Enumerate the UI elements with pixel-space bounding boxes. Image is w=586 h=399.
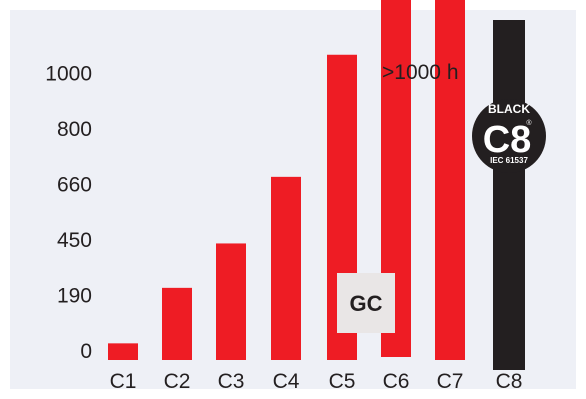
gc-label: GC xyxy=(350,291,383,316)
y-tick-label-800: 800 xyxy=(57,118,92,141)
badge-top-text: BLACK xyxy=(488,102,530,116)
x-tick-label-c7: C7 xyxy=(437,370,464,393)
x-tick-label-c3: C3 xyxy=(218,370,245,393)
y-tick-label-450: 450 xyxy=(57,229,92,252)
x-tick-label-c4: C4 xyxy=(273,370,300,393)
gc-box xyxy=(337,273,395,333)
bar-c7 xyxy=(435,0,465,360)
black-c8-badge: BLACK C8® IEC 61537 xyxy=(472,99,546,173)
x-tick-label-c8: C8 xyxy=(496,370,523,393)
x-tick-label-c2: C2 xyxy=(164,370,191,393)
y-axis-tick-labels: 0 190 450 660 800 1000 xyxy=(45,63,92,364)
annotation-1000h: >1000 h xyxy=(382,61,459,84)
x-axis-tick-labels: C1 C2 C3 C4 C5 C6 C7 C8 xyxy=(110,370,523,393)
x-tick-label-c1: C1 xyxy=(110,370,137,393)
badge-registered-mark: ® xyxy=(526,119,532,127)
badge-circle xyxy=(472,99,546,173)
badge-main-text: C8 xyxy=(483,119,532,161)
bar-c8 xyxy=(493,20,525,370)
y-tick-label-0: 0 xyxy=(80,340,92,363)
x-tick-label-c6: C6 xyxy=(383,370,410,393)
y-tick-label-1000: 1000 xyxy=(45,63,92,86)
x-tick-label-c5: C5 xyxy=(329,370,356,393)
bar-c3 xyxy=(216,243,246,360)
bar-c4 xyxy=(271,176,301,360)
bar-c1 xyxy=(108,343,138,360)
y-tick-label-190: 190 xyxy=(57,285,92,308)
y-tick-label-660: 660 xyxy=(57,174,92,197)
badge-bottom-text: IEC 61537 xyxy=(490,156,528,165)
bar-c2 xyxy=(162,287,192,360)
gc-marker: GC xyxy=(337,273,395,333)
